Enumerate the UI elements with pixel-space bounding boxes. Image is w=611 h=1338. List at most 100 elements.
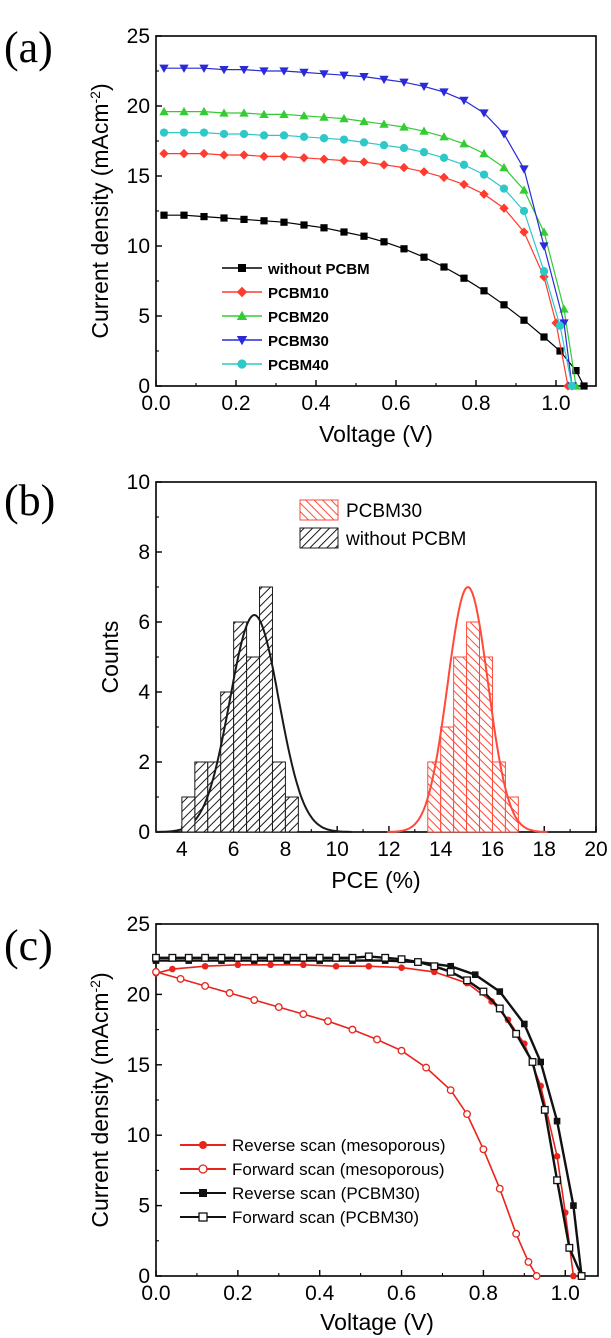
x-axis-label: Voltage (V) <box>319 421 433 447</box>
legend-marker <box>199 1141 207 1149</box>
x-tick-label: 6 <box>228 838 240 861</box>
data-point <box>419 82 429 92</box>
data-point <box>520 316 528 324</box>
data-point <box>570 1272 577 1280</box>
data-point <box>217 953 226 962</box>
data-point <box>239 129 249 139</box>
data-point <box>323 1017 332 1026</box>
data-point <box>399 143 409 153</box>
data-point <box>512 1029 521 1038</box>
y-axis-label-text: Current density (mAcm <box>87 992 113 1227</box>
data-point <box>379 119 389 128</box>
legend-label: Forward scan (PCBM30) <box>232 1208 419 1227</box>
legend-marker <box>238 264 246 272</box>
y-tick-label: 6 <box>138 611 150 634</box>
x-tick-label: 0.2 <box>221 392 250 415</box>
data-point <box>397 955 406 964</box>
data-point <box>398 964 405 971</box>
data-point <box>199 128 209 137</box>
series-pcbm20 <box>159 106 581 390</box>
data-point <box>219 129 229 139</box>
data-point <box>339 113 349 123</box>
legend-label: PCBM20 <box>268 309 329 326</box>
x-tick-label: 0.2 <box>223 1282 252 1305</box>
data-point <box>179 106 189 116</box>
y-tick-label: 0 <box>138 821 150 844</box>
panel-c: (c) 0.0 0.2 0.4 0.6 0.8 1.0 0 5 10 15 20 25 Voltage (… <box>4 913 599 1335</box>
data-point <box>319 154 329 164</box>
data-point <box>340 228 348 236</box>
data-point <box>239 66 249 75</box>
data-point <box>201 962 209 970</box>
panel-a: (a) 0.0 0.2 0.4 0.6 0.8 1.0 0 5 10 15 20 25 Voltage (… <box>4 23 597 447</box>
data-point <box>495 1184 504 1193</box>
legend-label: Reverse scan (mesoporous) <box>232 1136 446 1155</box>
data-point <box>259 131 269 140</box>
data-point <box>299 153 309 163</box>
y-axis-label: Current density (mAcm-2) <box>87 83 113 338</box>
series-forward-scan-mesoporous <box>152 967 541 1280</box>
y-tick-label: 2 <box>138 751 150 774</box>
data-point <box>460 274 468 282</box>
data-point <box>315 953 324 962</box>
data-point <box>339 71 349 80</box>
gaussian-fit-line <box>387 586 548 833</box>
data-point <box>359 138 369 147</box>
data-point <box>200 213 208 221</box>
data-point <box>299 953 308 962</box>
histogram-bar <box>479 656 493 833</box>
data-point <box>283 953 291 962</box>
y-tick-label: 10 <box>127 471 150 494</box>
data-point <box>479 987 488 996</box>
data-point <box>364 952 373 961</box>
x-axis-label: PCE (%) <box>331 867 420 893</box>
data-point <box>199 64 209 73</box>
histogram-bar <box>504 796 519 833</box>
series-line <box>164 153 569 387</box>
data-point <box>479 1145 488 1154</box>
y-axis-label: Current density (mAcm-2) <box>87 972 113 1227</box>
x-tick-label: 0.4 <box>301 392 331 415</box>
y-axis-label: Counts <box>97 621 123 694</box>
histogram-bar <box>453 656 468 833</box>
data-point <box>397 1046 406 1055</box>
y-axis-label-close: ) <box>87 972 113 980</box>
data-point <box>572 367 580 375</box>
data-point <box>179 148 189 159</box>
data-point <box>496 988 504 995</box>
data-point <box>499 162 509 172</box>
legend-label: without PCBM <box>267 261 370 278</box>
y-tick-label: 0 <box>138 1265 150 1288</box>
data-point <box>422 1063 431 1072</box>
y-axis-label-close: ) <box>87 83 113 91</box>
data-point <box>479 189 489 199</box>
data-point <box>420 253 428 261</box>
data-point <box>259 151 269 162</box>
x-tick-label: 1.0 <box>551 1282 580 1305</box>
data-point <box>419 148 429 157</box>
data-point <box>399 122 409 131</box>
data-point <box>300 221 308 229</box>
data-point <box>259 67 269 76</box>
data-point <box>555 321 565 330</box>
data-point <box>184 953 193 962</box>
data-point <box>519 206 529 216</box>
data-point <box>446 1086 455 1095</box>
data-point <box>495 1004 504 1013</box>
data-point <box>537 1058 545 1066</box>
data-point <box>339 135 349 144</box>
data-point <box>439 132 449 141</box>
data-point <box>459 179 469 190</box>
legend: Reverse scan (mesoporous) Forward scan (m… <box>180 1136 446 1227</box>
legend-label: PCBM30 <box>268 333 329 350</box>
x-tick-label: 0.6 <box>381 392 410 415</box>
data-point <box>446 967 455 976</box>
data-point <box>348 1025 357 1034</box>
data-point <box>528 1058 537 1066</box>
series-line <box>164 214 585 387</box>
data-point <box>479 109 489 118</box>
data-point <box>348 953 357 962</box>
x-tick-label: 14 <box>429 838 453 861</box>
x-tick-label: 0.0 <box>141 1282 170 1305</box>
